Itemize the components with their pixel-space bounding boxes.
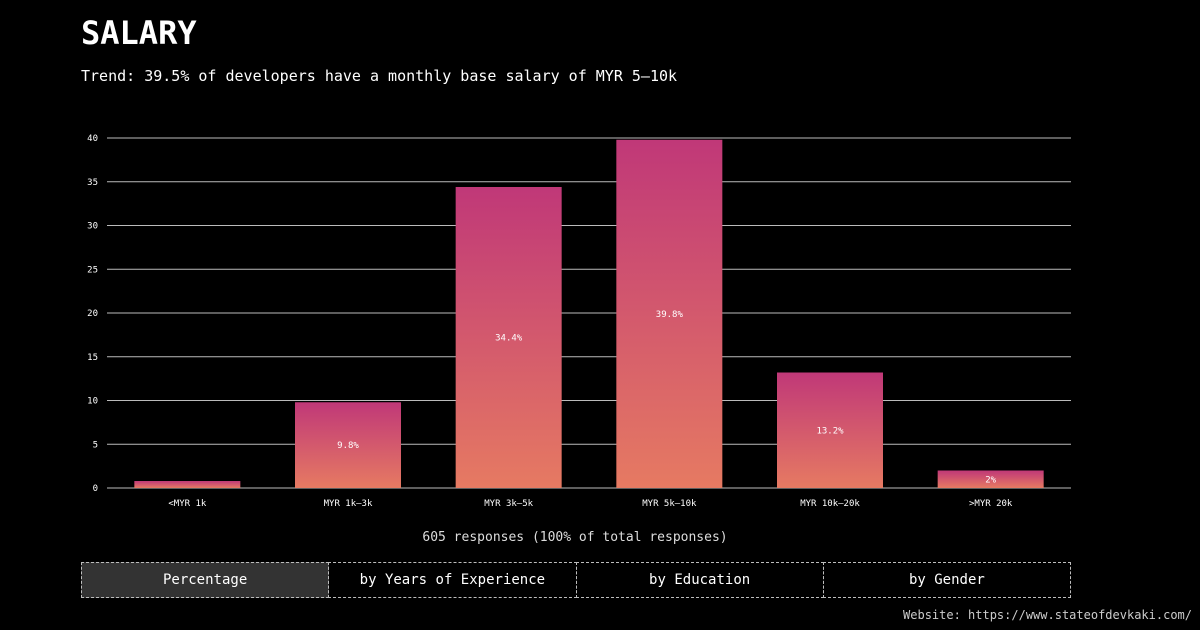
salary-bar-chart: 0 5 10 15 20 25 30 35 40 <MYR 1k 9.8% MYR 1k–3k 34.… xyxy=(87,134,1071,509)
page-title: SALARY xyxy=(81,14,197,52)
tab-gender[interactable]: by Gender xyxy=(822,562,1071,598)
website-link[interactable]: Website: https://www.stateofdevkaki.com/ xyxy=(903,608,1192,622)
x-tick-label: MYR 10k–20k xyxy=(800,499,860,509)
bar[interactable] xyxy=(295,402,401,488)
y-tick-label: 5 xyxy=(93,440,98,450)
tab-percentage[interactable]: Percentage xyxy=(81,562,330,598)
y-tick-label: 0 xyxy=(93,484,98,494)
y-tick-label: 35 xyxy=(87,178,98,188)
x-tick-label: MYR 1k–3k xyxy=(324,499,373,509)
bar-value-label: 9.8% xyxy=(337,441,359,451)
bar-value-label: 2% xyxy=(985,475,996,485)
x-tick-label: MYR 5k–10k xyxy=(642,499,697,509)
y-tick-label: 20 xyxy=(87,309,98,319)
y-tick-label: 40 xyxy=(87,134,98,144)
view-tabs: Percentage by Years of Experience by Edu… xyxy=(81,562,1071,598)
bar[interactable] xyxy=(134,481,241,488)
bar[interactable] xyxy=(777,372,883,489)
responses-footnote: 605 responses (100% of total responses) xyxy=(422,530,728,545)
tab-years-of-experience[interactable]: by Years of Experience xyxy=(328,562,577,598)
bar-value-label: 39.8% xyxy=(656,310,684,320)
y-tick-label: 10 xyxy=(87,397,98,407)
y-tick-label: 15 xyxy=(87,353,98,363)
bar-value-label: 13.2% xyxy=(816,426,844,436)
y-tick-label: 30 xyxy=(87,222,98,232)
tab-education[interactable]: by Education xyxy=(575,562,824,598)
x-tick-label: >MYR 20k xyxy=(969,499,1013,509)
bar-value-label: 34.4% xyxy=(495,334,523,344)
x-tick-label: MYR 3k–5k xyxy=(484,499,533,509)
bar[interactable] xyxy=(455,187,562,488)
bar[interactable] xyxy=(616,139,723,488)
bar[interactable] xyxy=(937,470,1044,489)
y-tick-label: 25 xyxy=(87,265,98,275)
trend-subtitle: Trend: 39.5% of developers have a monthl… xyxy=(81,67,678,85)
x-tick-label: <MYR 1k xyxy=(168,499,207,509)
